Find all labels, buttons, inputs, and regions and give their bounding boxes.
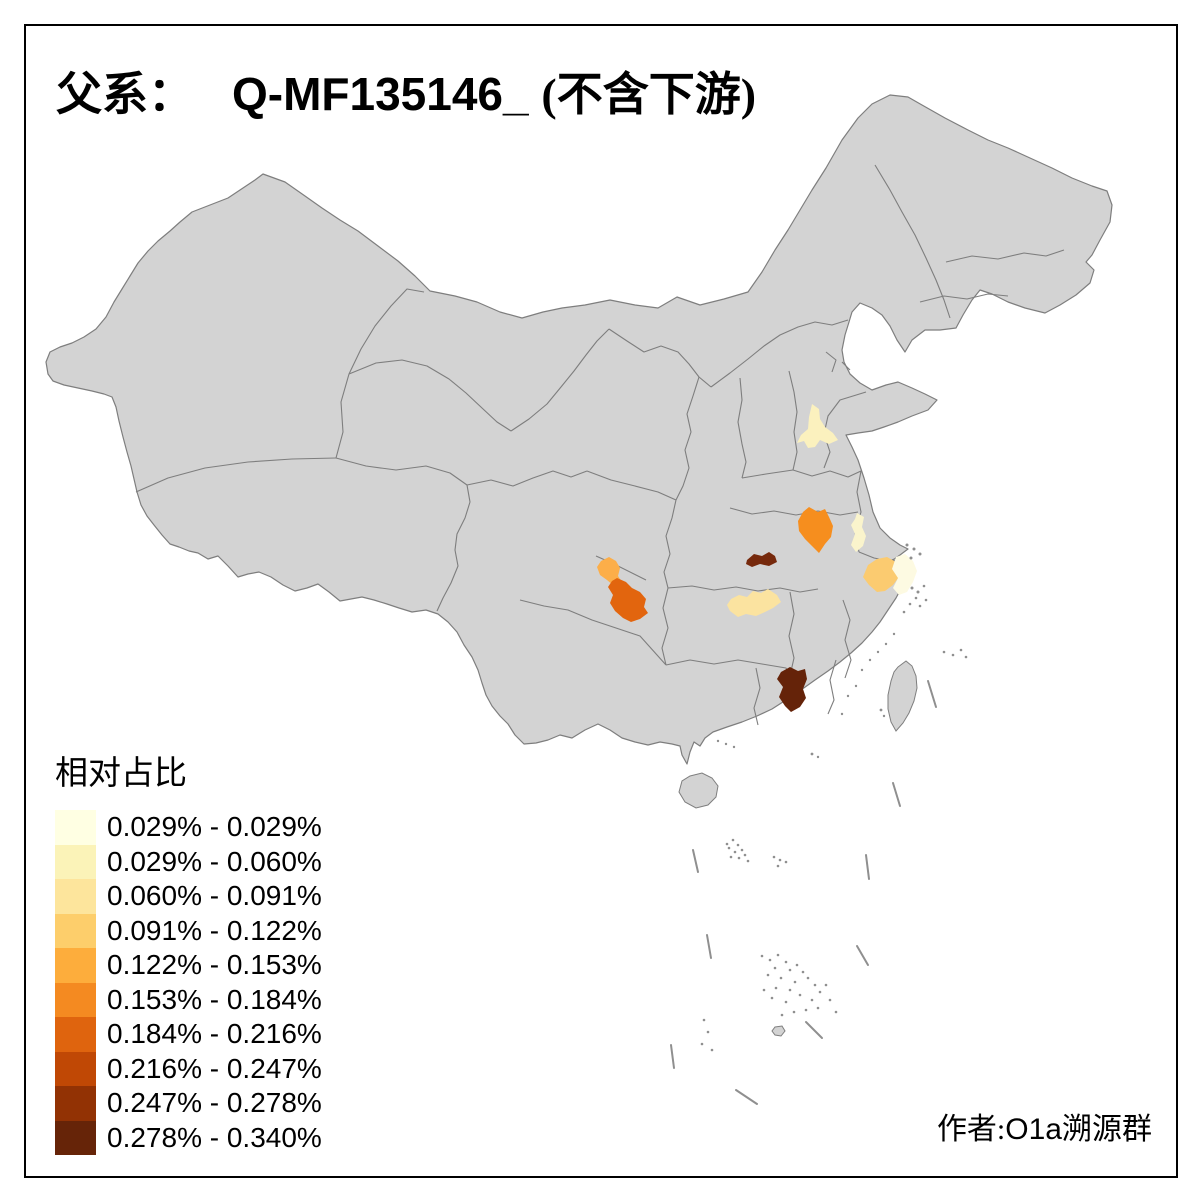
legend-row: 0.122% - 0.153% [55, 948, 322, 983]
legend-swatch-3 [55, 913, 96, 948]
author-suffix: 溯源群 [1062, 1113, 1152, 1146]
legend-row: 0.029% - 0.060% [55, 844, 322, 879]
legend-swatch-7 [55, 1051, 96, 1086]
legend-row: 0.216% - 0.247% [55, 1051, 322, 1086]
legend-swatch-5 [55, 982, 96, 1017]
legend-rows: 0.029% - 0.029% 0.029% - 0.060% 0.060% - 0… [55, 810, 322, 1155]
legend-label: 0.029% - 0.029% [107, 811, 322, 842]
mainland-china [45, 94, 1113, 765]
legend-label: 0.091% - 0.122% [107, 914, 322, 946]
legend-row: 0.153% - 0.184% [55, 982, 322, 1017]
legend-row: 0.184% - 0.216% [55, 1017, 322, 1052]
legend-label: 0.216% - 0.247% [107, 1052, 322, 1084]
legend-label: 0.184% - 0.216% [107, 1018, 322, 1049]
author-prefix: 作者: [936, 1113, 1006, 1146]
legend-label: 0.122% - 0.153% [107, 949, 322, 980]
legend-title: 相对占比 [55, 756, 187, 792]
islands [678, 660, 918, 1037]
legend-swatch-1 [55, 844, 96, 879]
legend-row: 0.060% - 0.091% [55, 879, 322, 914]
legend-swatch-0 [55, 810, 96, 845]
legend-label: 0.060% - 0.091% [107, 880, 322, 911]
legend-label: 0.278% - 0.340% [107, 1121, 322, 1153]
legend-swatch-2 [55, 879, 96, 914]
legend-row: 0.278% - 0.340% [55, 1120, 322, 1155]
legend-row: 0.091% - 0.122% [55, 913, 322, 948]
legend-swatch-8 [55, 1086, 96, 1121]
legend-label: 0.153% - 0.184% [107, 983, 322, 1015]
title-prefix: 父系： [56, 69, 194, 120]
region-jiangsu-chuzhou [851, 513, 866, 552]
spratly-islet [771, 1025, 786, 1037]
region-hunan-north [727, 589, 781, 617]
title-suffix: (不含下游) [541, 69, 757, 120]
taiwan-island [887, 660, 918, 732]
legend-label: 0.029% - 0.060% [107, 845, 322, 877]
legend-swatch-4 [55, 948, 96, 983]
legend-row: 0.029% - 0.029% [55, 810, 322, 845]
title-haplogroup: Q-MF135146_ [232, 68, 529, 120]
author-credit: 作者:O1a溯源群 [937, 1104, 1152, 1148]
legend-swatch-9 [55, 1120, 96, 1155]
region-anhui-fuyang [798, 507, 833, 553]
legend-label: 0.247% - 0.278% [107, 1087, 322, 1118]
region-zhejiang-jiaxing [892, 554, 917, 595]
region-hubei-east [746, 552, 777, 567]
region-zhejiang-huzhou [863, 557, 903, 592]
region-chongqing [608, 578, 648, 622]
colored-regions [597, 404, 917, 712]
legend: 相对占比 0.029% - 0.029% 0.029% - 0.060% 0.060… [55, 746, 322, 1155]
page-title: 父系： Q-MF135146_ (不含下游) [56, 58, 756, 124]
region-shandong-jinan [797, 404, 838, 448]
region-guangdong-north [777, 667, 807, 712]
province-borders [135, 164, 1065, 726]
nine-dash-line [670, 680, 937, 1105]
hainan-island [678, 772, 719, 809]
mainland-outline [45, 94, 1113, 765]
sea-island-specks [700, 543, 968, 1052]
legend-swatch-6 [55, 1017, 96, 1052]
legend-row: 0.247% - 0.278% [55, 1086, 322, 1121]
author-latin: O1a [1005, 1113, 1062, 1146]
